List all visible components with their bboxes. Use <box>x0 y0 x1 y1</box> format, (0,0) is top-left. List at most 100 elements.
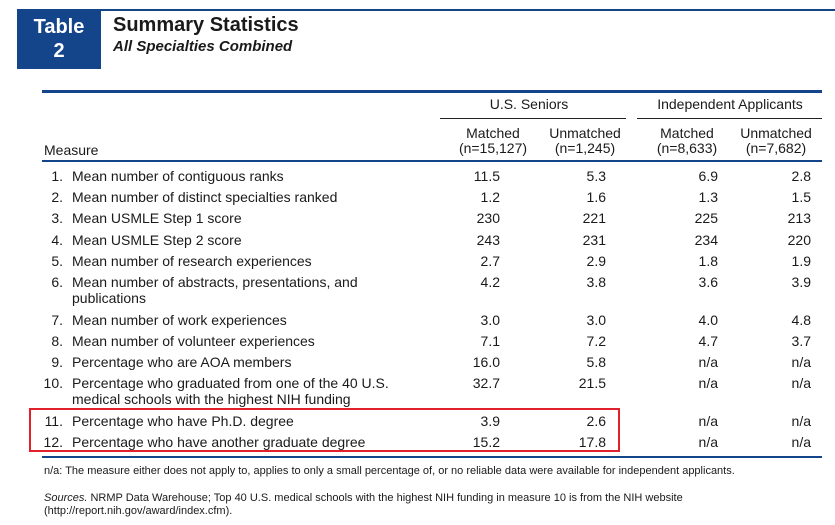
measure-column-header: Measure <box>44 142 99 158</box>
badge-number: 2 <box>53 40 65 62</box>
row-label: Mean USMLE Step 2 score <box>72 232 242 248</box>
row-label: Percentage who have another graduate deg… <box>72 434 366 450</box>
sources-label: Sources. <box>44 492 88 504</box>
cell-us-unmatched: 231 <box>582 232 606 248</box>
col-header-n: (n=7,682) <box>745 140 807 156</box>
cell-ind-unmatched: 3.9 <box>791 274 811 290</box>
cell-us-matched: 1.2 <box>480 189 500 205</box>
cell-ind-unmatched: 1.9 <box>791 253 811 269</box>
sources-footnote: Sources. NRMP Data Warehouse; Top 40 U.S… <box>44 492 824 518</box>
col-header-ind-matched: Matched (n=8,633) <box>642 126 732 156</box>
cell-ind-matched: n/a <box>698 434 718 450</box>
row-number: 9. <box>51 354 63 370</box>
row-number: 5. <box>51 253 63 269</box>
highlight-box-rows-11-12 <box>29 408 620 452</box>
cell-ind-unmatched: 2.8 <box>791 168 811 184</box>
row-label: Percentage who are AOA members <box>72 354 292 370</box>
col-header-n: (n=8,633) <box>656 140 718 156</box>
row-number: 10. <box>43 375 63 391</box>
group-header-independent: Independent Applicants <box>657 96 803 112</box>
cell-us-unmatched: 3.0 <box>586 312 606 328</box>
cell-us-matched: 3.9 <box>480 413 500 429</box>
cell-us-matched: 7.1 <box>480 333 500 349</box>
group-underline-independent <box>637 118 822 119</box>
cell-ind-matched: 225 <box>694 210 718 226</box>
cell-us-unmatched: 17.8 <box>578 434 606 450</box>
table-number-badge: Table 2 <box>17 9 101 69</box>
group-underline-us-seniors <box>440 118 626 119</box>
row-number: 11. <box>44 413 63 429</box>
cell-us-matched: 2.7 <box>480 253 500 269</box>
col-header-n: (n=1,245) <box>554 140 616 156</box>
page-subtitle: All Specialties Combined <box>113 38 293 55</box>
row-number: 3. <box>51 210 63 226</box>
cell-ind-matched: 4.0 <box>698 312 718 328</box>
row-label: Mean number of contiguous ranks <box>72 168 284 184</box>
cell-us-unmatched: 2.6 <box>586 413 606 429</box>
cell-us-matched: 15.2 <box>472 434 500 450</box>
cell-ind-unmatched: n/a <box>791 413 811 429</box>
na-footnote: n/a: The measure either does not apply t… <box>44 465 735 477</box>
row-label: Mean USMLE Step 1 score <box>72 210 242 226</box>
col-header-name: Unmatched <box>740 125 812 141</box>
col-header-name: Unmatched <box>549 125 621 141</box>
col-header-us-unmatched: Unmatched (n=1,245) <box>540 126 630 156</box>
header-rule <box>101 9 835 11</box>
col-header-name: Matched <box>466 125 520 141</box>
cell-ind-unmatched: 220 <box>787 232 811 248</box>
sources-text: NRMP Data Warehouse; Top 40 U.S. medical… <box>44 492 683 517</box>
row-number: 6. <box>51 274 63 290</box>
table-bottom-rule <box>42 456 822 458</box>
col-header-us-matched: Matched (n=15,127) <box>448 126 538 156</box>
cell-us-unmatched: 3.8 <box>586 274 606 290</box>
cell-ind-matched: 4.7 <box>698 333 718 349</box>
row-number: 1. <box>51 168 63 184</box>
cell-ind-matched: n/a <box>698 413 718 429</box>
col-header-name: Matched <box>660 125 714 141</box>
cell-us-unmatched: 2.9 <box>586 253 606 269</box>
row-label: Mean number of distinct specialties rank… <box>72 189 338 205</box>
col-header-ind-unmatched: Unmatched (n=7,682) <box>730 126 822 156</box>
cell-us-matched: 230 <box>476 210 500 226</box>
cell-ind-unmatched: n/a <box>791 434 811 450</box>
cell-ind-matched: 234 <box>694 232 718 248</box>
cell-us-unmatched: 21.5 <box>578 375 606 391</box>
cell-ind-unmatched: n/a <box>791 354 811 370</box>
row-number: 7. <box>51 312 63 328</box>
cell-us-matched: 3.0 <box>480 312 500 328</box>
row-label: Mean number of research experiences <box>72 253 312 269</box>
row-label: Percentage who have Ph.D. degree <box>72 413 294 429</box>
col-header-n: (n=15,127) <box>458 140 528 156</box>
cell-ind-matched: 1.3 <box>698 189 718 205</box>
cell-ind-unmatched: n/a <box>791 375 811 391</box>
cell-ind-matched: n/a <box>698 375 718 391</box>
cell-us-unmatched: 7.2 <box>586 333 606 349</box>
row-label: Percentage who graduated from one of the… <box>72 375 389 407</box>
cell-us-matched: 4.2 <box>480 274 500 290</box>
page-title: Summary Statistics <box>113 14 299 36</box>
cell-us-matched: 243 <box>476 232 500 248</box>
badge-label: Table <box>33 16 85 38</box>
cell-ind-unmatched: 3.7 <box>791 333 811 349</box>
cell-ind-matched: 1.8 <box>698 253 718 269</box>
table-top-rule <box>42 90 822 93</box>
cell-ind-unmatched: 213 <box>787 210 811 226</box>
row-number: 4. <box>51 232 63 248</box>
cell-us-unmatched: 1.6 <box>586 189 606 205</box>
cell-us-matched: 32.7 <box>472 375 500 391</box>
row-number: 2. <box>51 189 63 205</box>
cell-ind-matched: 6.9 <box>698 168 718 184</box>
cell-us-matched: 11.5 <box>473 168 500 184</box>
row-label: Mean number of abstracts, presentations,… <box>72 274 358 306</box>
row-label: Mean number of work experiences <box>72 312 287 328</box>
header-bottom-rule <box>42 160 822 162</box>
cell-ind-unmatched: 1.5 <box>791 189 811 205</box>
row-label: Mean number of volunteer experiences <box>72 333 315 349</box>
row-number: 12. <box>43 434 63 450</box>
cell-us-unmatched: 221 <box>582 210 606 226</box>
row-number: 8. <box>51 333 63 349</box>
cell-ind-matched: 3.6 <box>698 274 718 290</box>
cell-us-matched: 16.0 <box>472 354 500 370</box>
cell-us-unmatched: 5.8 <box>586 354 606 370</box>
cell-ind-unmatched: 4.8 <box>791 312 811 328</box>
